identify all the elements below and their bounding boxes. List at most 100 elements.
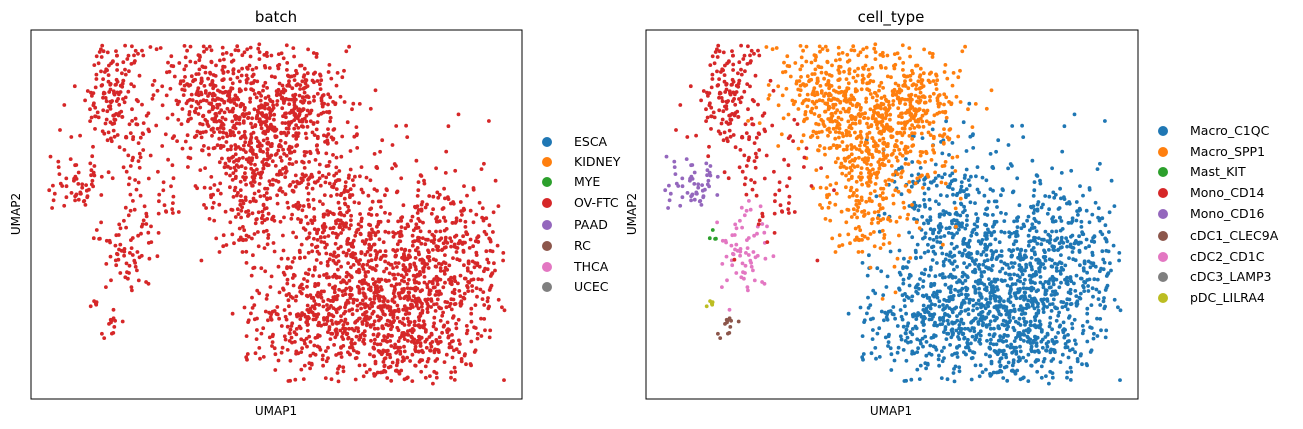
cell-type-point-35 [1047, 248, 1051, 252]
batch-point-2466 [267, 116, 272, 121]
cell-type-point-982 [967, 238, 972, 243]
batch-point-501 [458, 273, 463, 278]
batch-point-1169 [258, 194, 263, 199]
batch-point-2255 [202, 203, 206, 207]
batch-legend: ESCA KIDNEY MYE OV-FTC PAAD RC THCA UCEC [542, 134, 621, 294]
batch-point-2202 [302, 153, 307, 158]
batch-point-421 [441, 310, 445, 315]
batch-point-3034 [176, 210, 181, 214]
batch-point-644 [386, 261, 391, 266]
cell-type-point-976 [953, 287, 957, 292]
cell-type-point-290 [1079, 276, 1084, 281]
batch-point-33 [410, 243, 415, 248]
cell-type-point-1129 [943, 257, 948, 262]
cell-type-point-1146 [971, 228, 976, 233]
batch-point-1510 [444, 352, 449, 357]
cell-type-point-488 [1015, 225, 1020, 230]
cell-type-point-470 [1048, 302, 1052, 307]
cell-type-point-1764 [799, 55, 804, 60]
batch-point-1500 [413, 323, 417, 328]
batch-point-1011 [356, 285, 361, 289]
cell-type-point-660 [1010, 253, 1014, 258]
cell-type-point-799 [1018, 349, 1023, 354]
batch-point-902 [317, 274, 322, 279]
batch-point-179 [420, 236, 425, 241]
batch-point-1613 [305, 303, 310, 308]
cell-type-point-1323 [971, 132, 975, 137]
batch-point-2672 [251, 171, 255, 175]
batch-point-3040 [146, 111, 151, 116]
cell-type-point-463 [1090, 286, 1095, 291]
batch-point-15 [421, 220, 425, 225]
batch-point-1201 [341, 227, 345, 232]
batch-point-1159 [310, 186, 315, 191]
batch-point-1719 [207, 44, 212, 49]
batch-point-1333 [321, 225, 325, 230]
batch-point-2158 [261, 88, 265, 93]
batch-point-2384 [237, 121, 242, 126]
batch-point-436 [437, 238, 442, 242]
batch-point-2979 [93, 301, 98, 306]
batch-point-2483 [269, 122, 273, 127]
cell-type-point-1519 [1095, 334, 1100, 338]
batch-point-2300 [228, 128, 233, 133]
batch-point-1025 [299, 367, 304, 372]
batch-point-2828 [88, 107, 92, 112]
cell-type-point-753 [1018, 296, 1023, 301]
batch-point-1638 [367, 287, 371, 292]
batch-point-197 [446, 195, 450, 200]
cell-type-point-1656 [897, 288, 902, 292]
batch-point-535 [420, 257, 424, 262]
batch-point-2736 [94, 72, 99, 77]
batch-point-336 [479, 316, 483, 321]
batch-point-2263 [180, 146, 185, 151]
batch-point-2822 [116, 113, 121, 118]
batch-point-2858 [47, 188, 52, 193]
batch-point-2185 [306, 47, 310, 52]
batch-point-2812 [90, 94, 94, 98]
batch-point-1456 [432, 321, 436, 326]
cell-type-point-841 [1011, 316, 1016, 320]
batch-point-710 [438, 277, 443, 282]
cell-type-point-1201 [957, 227, 961, 232]
batch-point-1645 [313, 336, 318, 340]
batch-point-2325 [208, 71, 213, 76]
batch-point-309 [419, 207, 424, 212]
cell-type-point-1435 [1039, 339, 1044, 344]
cell-type-point-773 [988, 319, 993, 324]
batch-point-2281 [315, 148, 319, 152]
cell-type-point-411 [1085, 278, 1090, 282]
cell-type-point-521 [1079, 225, 1084, 229]
batch-point-1801 [196, 72, 201, 76]
batch-point-388 [415, 194, 420, 198]
batch-point-1012 [381, 299, 386, 304]
batch-point-2614 [250, 183, 255, 188]
cell-type-point-16 [1098, 303, 1103, 307]
batch-point-983 [334, 275, 339, 280]
batch-point-1697 [196, 112, 201, 116]
batch-point-1332 [293, 173, 298, 178]
batch-point-2118 [230, 81, 235, 86]
batch-point-2472 [319, 96, 324, 101]
cell-type-point-848 [971, 350, 975, 355]
cell-type-point-1118 [985, 245, 990, 249]
batch-point-1942 [183, 75, 187, 79]
cell-type-point-579 [995, 205, 999, 209]
cell-type-point-1489 [1022, 333, 1027, 337]
batch-point-1657 [283, 314, 288, 319]
batch-point-2908 [108, 254, 113, 259]
batch-point-1288 [299, 242, 304, 247]
batch-point-1109 [294, 235, 299, 240]
batch-point-2157 [217, 130, 222, 134]
batch-point-464 [396, 219, 400, 224]
batch-point-2154 [283, 171, 288, 175]
batch-point-2538 [218, 181, 223, 186]
batch-point-2422 [299, 124, 304, 129]
batch-legend-label-ucec: UCEC [574, 279, 609, 294]
batch-point-2337 [233, 176, 238, 181]
batch-point-2782 [69, 135, 74, 139]
cell-type-point-292 [1102, 260, 1107, 265]
cell-type-point-1222 [942, 212, 946, 217]
batch-point-1441 [406, 339, 410, 343]
cell-type-point-1658 [924, 353, 929, 358]
